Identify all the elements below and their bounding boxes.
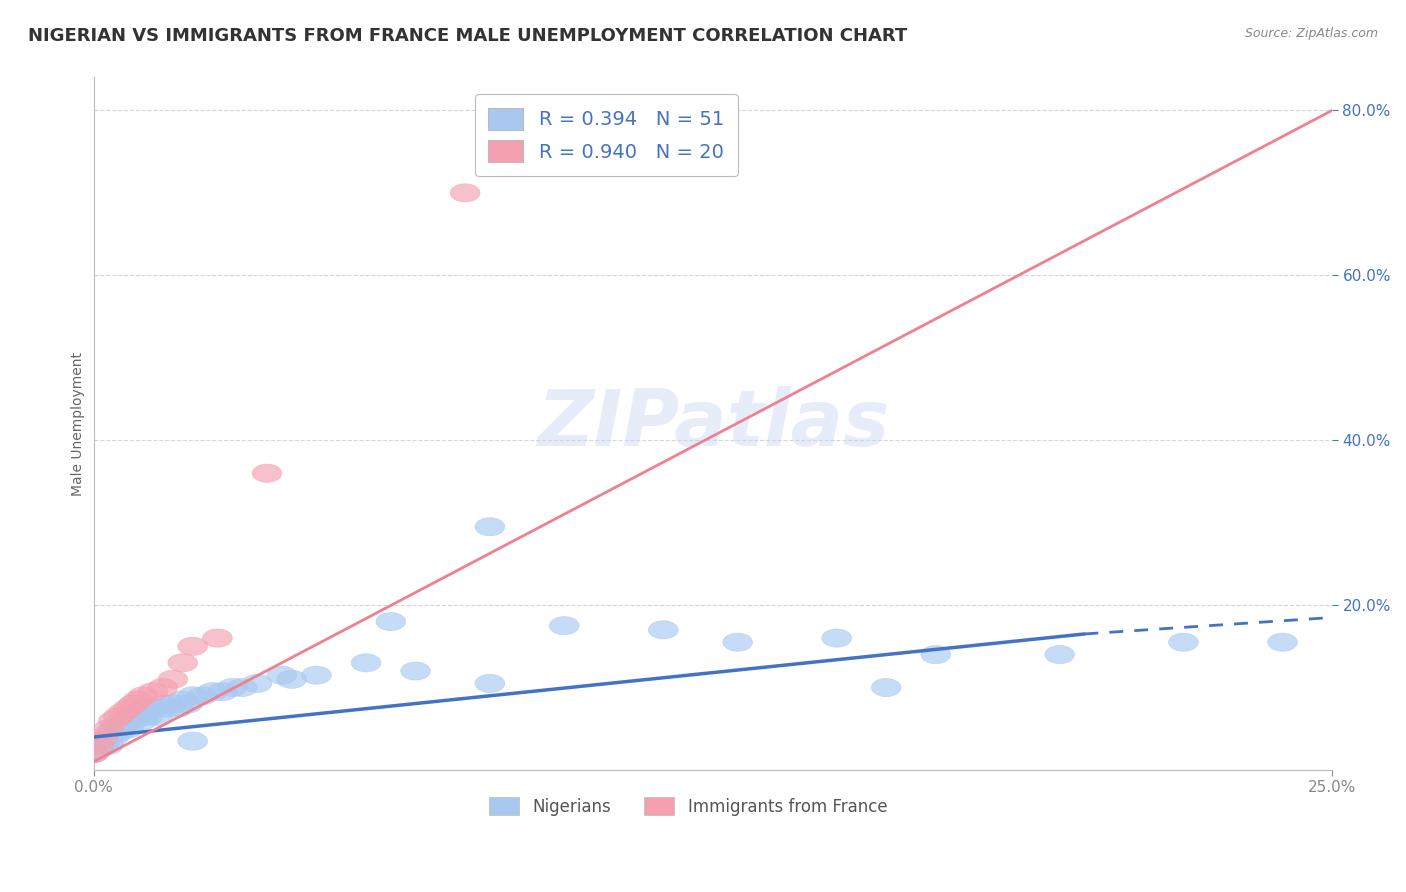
Ellipse shape	[450, 184, 479, 202]
Ellipse shape	[401, 662, 430, 680]
Text: NIGERIAN VS IMMIGRANTS FROM FRANCE MALE UNEMPLOYMENT CORRELATION CHART: NIGERIAN VS IMMIGRANTS FROM FRANCE MALE …	[28, 27, 907, 45]
Ellipse shape	[128, 712, 157, 730]
Ellipse shape	[167, 654, 198, 672]
Ellipse shape	[118, 695, 148, 713]
Ellipse shape	[98, 712, 128, 730]
Ellipse shape	[352, 654, 381, 672]
Ellipse shape	[375, 613, 406, 631]
Ellipse shape	[218, 679, 247, 697]
Ellipse shape	[187, 687, 218, 705]
Ellipse shape	[89, 732, 118, 750]
Text: Source: ZipAtlas.com: Source: ZipAtlas.com	[1244, 27, 1378, 40]
Ellipse shape	[252, 464, 281, 483]
Ellipse shape	[128, 687, 157, 705]
Ellipse shape	[1045, 646, 1074, 664]
Ellipse shape	[94, 728, 124, 746]
Legend: Nigerians, Immigrants from France: Nigerians, Immigrants from France	[481, 789, 896, 824]
Ellipse shape	[173, 695, 202, 713]
Ellipse shape	[177, 732, 208, 750]
Ellipse shape	[1168, 633, 1198, 651]
Ellipse shape	[242, 674, 271, 692]
Ellipse shape	[89, 728, 118, 746]
Ellipse shape	[167, 690, 198, 709]
Ellipse shape	[124, 690, 153, 709]
Ellipse shape	[198, 682, 228, 701]
Ellipse shape	[114, 720, 143, 738]
Ellipse shape	[157, 695, 187, 713]
Ellipse shape	[104, 707, 134, 725]
Ellipse shape	[108, 715, 138, 734]
Ellipse shape	[1268, 633, 1298, 651]
Ellipse shape	[153, 699, 183, 717]
Ellipse shape	[148, 695, 177, 713]
Ellipse shape	[177, 637, 208, 656]
Ellipse shape	[550, 616, 579, 635]
Ellipse shape	[138, 699, 167, 717]
Ellipse shape	[138, 682, 167, 701]
Ellipse shape	[128, 699, 157, 717]
Ellipse shape	[104, 715, 134, 734]
Ellipse shape	[163, 699, 193, 717]
Ellipse shape	[134, 707, 163, 725]
Ellipse shape	[114, 707, 143, 725]
Ellipse shape	[475, 517, 505, 536]
Ellipse shape	[872, 679, 901, 697]
Ellipse shape	[208, 682, 238, 701]
Ellipse shape	[108, 703, 138, 722]
Text: ZIPatlas: ZIPatlas	[537, 385, 889, 462]
Ellipse shape	[277, 670, 307, 689]
Y-axis label: Male Unemployment: Male Unemployment	[72, 351, 86, 496]
Ellipse shape	[79, 745, 108, 763]
Ellipse shape	[94, 720, 124, 738]
Ellipse shape	[475, 674, 505, 692]
Ellipse shape	[118, 712, 148, 730]
Ellipse shape	[98, 720, 128, 738]
Ellipse shape	[177, 687, 208, 705]
Ellipse shape	[104, 723, 134, 742]
Ellipse shape	[79, 745, 108, 763]
Ellipse shape	[648, 135, 678, 153]
Ellipse shape	[84, 736, 114, 755]
Ellipse shape	[84, 740, 114, 758]
Ellipse shape	[921, 646, 950, 664]
Ellipse shape	[148, 679, 177, 697]
Ellipse shape	[143, 707, 173, 725]
Ellipse shape	[823, 629, 852, 648]
Ellipse shape	[202, 629, 232, 648]
Ellipse shape	[94, 736, 124, 755]
Ellipse shape	[124, 703, 153, 722]
Ellipse shape	[98, 728, 128, 746]
Ellipse shape	[114, 699, 143, 717]
Ellipse shape	[228, 679, 257, 697]
Ellipse shape	[157, 670, 187, 689]
Ellipse shape	[267, 666, 297, 684]
Ellipse shape	[89, 736, 118, 755]
Ellipse shape	[302, 666, 332, 684]
Ellipse shape	[648, 621, 678, 639]
Ellipse shape	[723, 633, 752, 651]
